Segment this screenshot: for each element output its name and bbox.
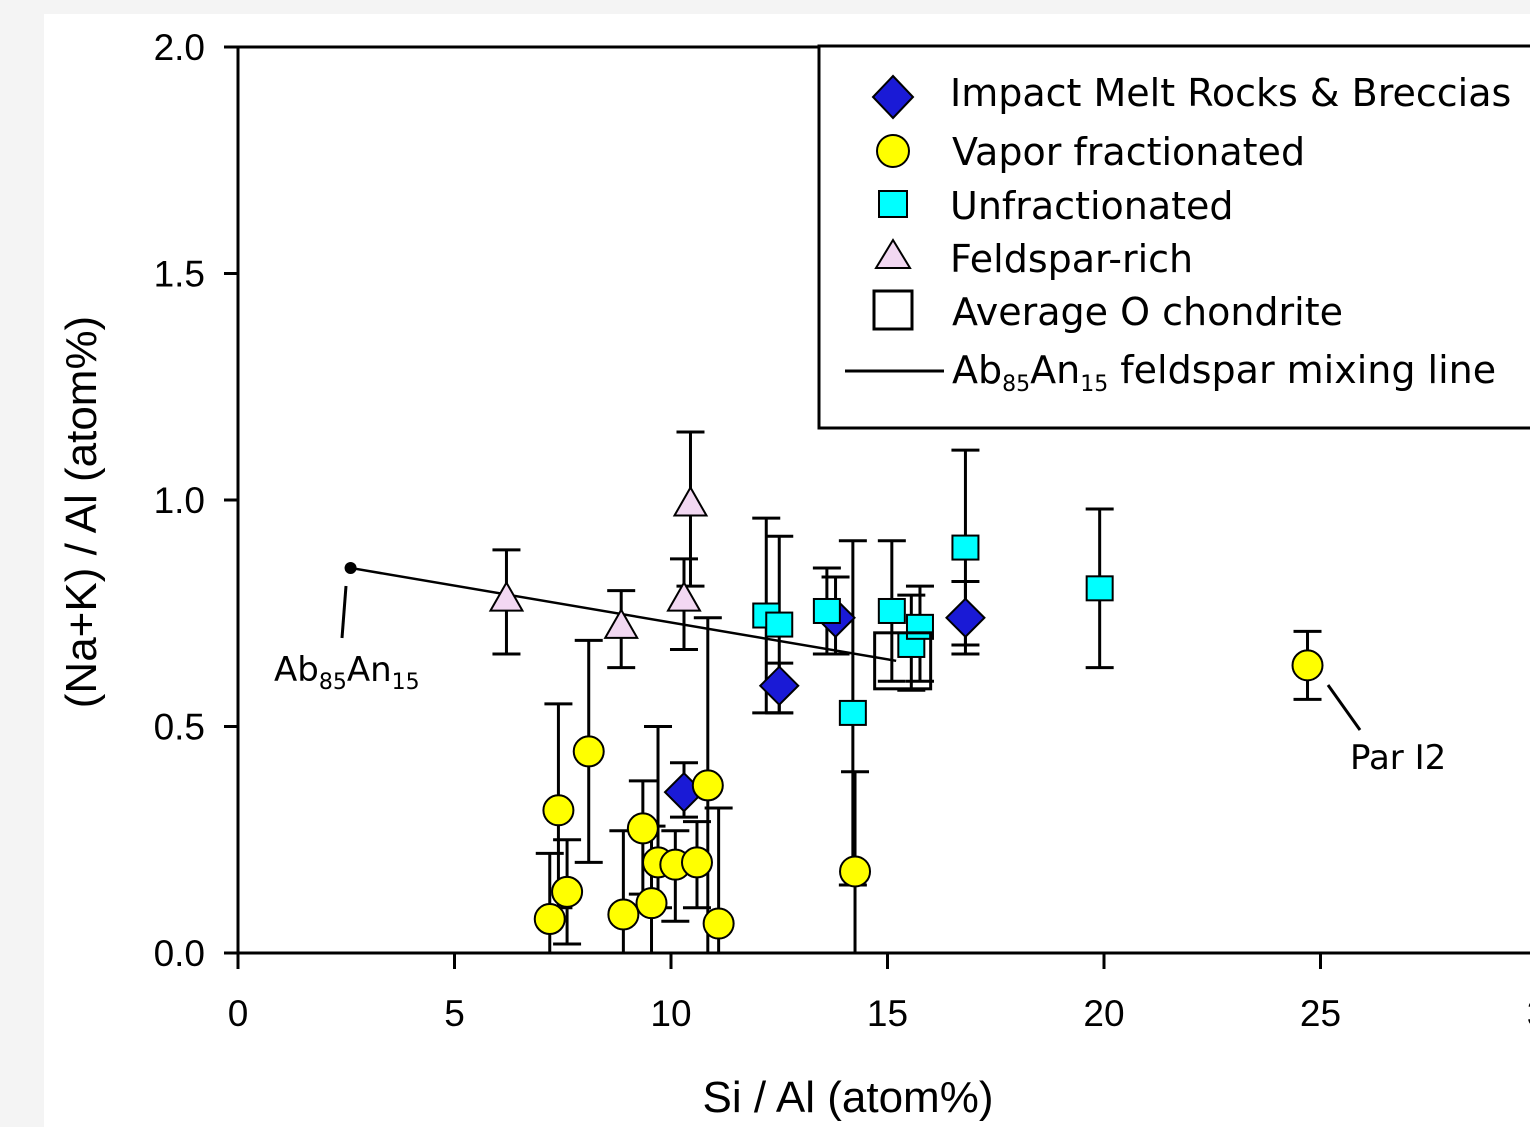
unfrac-point <box>812 597 841 624</box>
unfrac-point <box>905 613 934 640</box>
vapor-point <box>680 846 713 879</box>
y-tick-label: 0.5 <box>154 707 205 748</box>
x-tick-label: 3 <box>1527 993 1530 1034</box>
x-tick-label: 0 <box>228 993 249 1034</box>
mixing-line-endpoint <box>344 561 357 574</box>
annotations: Ab85An15 Par I2 <box>274 585 1446 778</box>
x-axis-label: Si / Al (atom%) <box>703 1073 994 1122</box>
y-tick-label: 1.0 <box>154 480 205 521</box>
chondrite-point <box>873 631 933 691</box>
vapor-point <box>702 907 735 940</box>
unfrac-point <box>951 534 980 561</box>
ticks: 0 5 10 15 20 25 3 0.0 0.5 1.0 1.5 2.0 <box>154 27 1530 1034</box>
legend-triangle-marker <box>874 238 912 269</box>
vapor-point <box>542 794 575 827</box>
vapor-point <box>635 887 668 920</box>
unfrac-point <box>765 611 794 638</box>
feldspar-point <box>603 607 639 639</box>
vapor-point <box>626 812 659 845</box>
vapor-point <box>1291 649 1324 682</box>
legend-circle-marker <box>876 134 910 168</box>
unfrac-point <box>838 699 867 726</box>
feldspar-point <box>488 580 525 612</box>
vapor-point <box>691 769 724 802</box>
feldspar-point <box>672 485 709 517</box>
unfrac-point <box>877 597 906 624</box>
ab-leader-line <box>340 585 348 639</box>
legend-mixing-label: Ab85An15 feldspar mixing line <box>952 348 1496 397</box>
legend-square-marker <box>878 190 908 218</box>
legend-open-square-marker <box>872 289 914 331</box>
vapor-point <box>839 855 872 888</box>
legend: Impact Melt Rocks & Breccias Vapor fract… <box>817 44 1530 430</box>
vapor-point <box>607 898 640 931</box>
x-tick-label: 10 <box>650 993 691 1034</box>
vapor-point <box>551 875 584 908</box>
y-tick-label: 0.0 <box>154 933 205 974</box>
par-i2-annotation: Par I2 <box>1350 738 1446 778</box>
legend-box <box>817 44 1530 430</box>
x-tick-label: 5 <box>444 993 465 1034</box>
y-tick-label: 2.0 <box>154 27 205 68</box>
legend-unfrac-label: Unfractionated <box>950 184 1234 228</box>
legend-impact-label: Impact Melt Rocks & Breccias <box>950 71 1511 115</box>
y-axis-label: (Na+K) / Al (atom%) <box>57 316 106 708</box>
par-i2-leader-line <box>1326 684 1362 731</box>
x-tick-label: 25 <box>1300 993 1341 1034</box>
error-bars <box>492 430 1322 953</box>
data-points <box>488 485 1324 940</box>
x-tick-label: 20 <box>1083 993 1124 1034</box>
vapor-point <box>533 903 566 936</box>
y-tick-label: 1.5 <box>154 254 205 295</box>
ab85an15-annotation: Ab85An15 <box>274 650 420 695</box>
feldspar-point <box>666 580 702 612</box>
vapor-point <box>572 735 605 768</box>
unfrac-point <box>1085 575 1114 602</box>
impact-point <box>758 665 800 707</box>
legend-diamond-marker <box>871 74 915 120</box>
x-tick-label: 15 <box>867 993 908 1034</box>
legend-feldspar-label: Feldspar-rich <box>950 237 1193 281</box>
impact-point <box>945 597 986 639</box>
legend-chondrite-label: Average O chondrite <box>952 290 1343 334</box>
legend-vapor-label: Vapor fractionated <box>952 130 1305 174</box>
